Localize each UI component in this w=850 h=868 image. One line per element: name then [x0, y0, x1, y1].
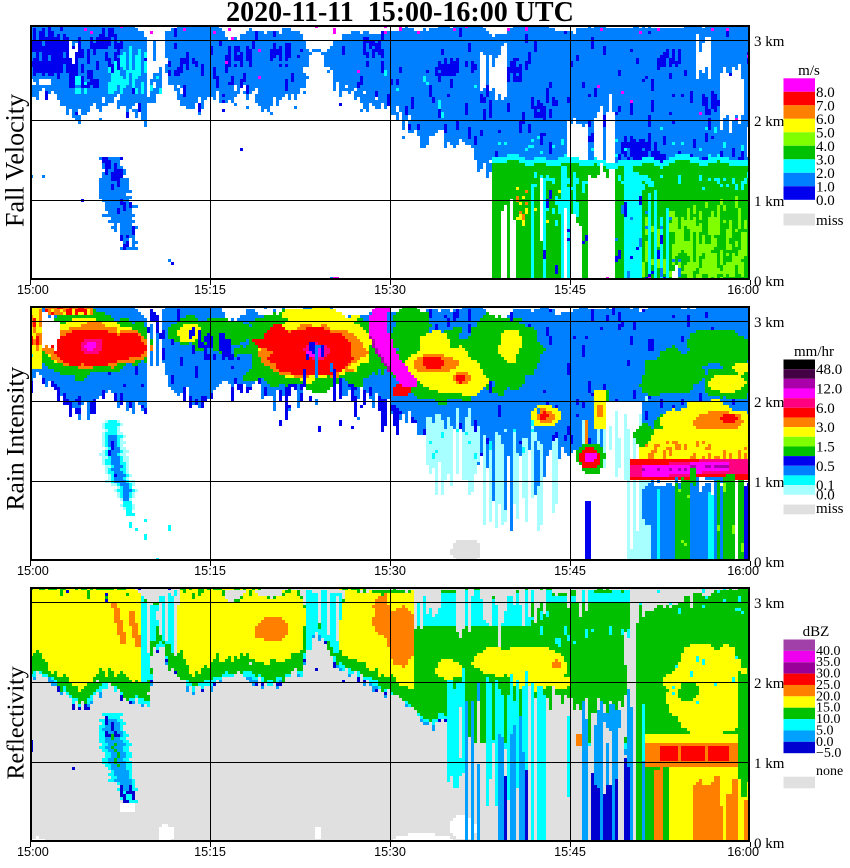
svg-text:3 km: 3 km — [754, 34, 785, 50]
svg-text:0.0: 0.0 — [816, 193, 835, 209]
svg-text:15:30: 15:30 — [374, 564, 406, 578]
svg-text:15:15: 15:15 — [194, 283, 226, 297]
svg-text:Reflectivity: Reflectivity — [4, 666, 30, 779]
svg-text:3.0: 3.0 — [816, 420, 835, 436]
svg-text:2 km: 2 km — [754, 114, 785, 130]
svg-text:5.0: 5.0 — [816, 125, 835, 141]
svg-text:16:00: 16:00 — [727, 283, 759, 297]
svg-text:6.0: 6.0 — [816, 112, 835, 128]
svg-text:15:45: 15:45 — [554, 564, 586, 578]
svg-text:Rain Intensity: Rain Intensity — [1, 366, 30, 510]
svg-text:40.0: 40.0 — [816, 644, 841, 659]
svg-text:6.0: 6.0 — [816, 401, 835, 417]
svg-text:0.0: 0.0 — [816, 488, 835, 504]
svg-text:5.0: 5.0 — [816, 724, 834, 739]
svg-text:8.0: 8.0 — [816, 85, 835, 101]
svg-text:15:45: 15:45 — [554, 283, 586, 297]
svg-text:10.0: 10.0 — [816, 712, 841, 727]
svg-text:3 km: 3 km — [754, 315, 785, 331]
svg-text:15:30: 15:30 — [374, 283, 406, 297]
svg-text:48.0: 48.0 — [816, 362, 842, 378]
svg-text:3.0: 3.0 — [816, 152, 835, 168]
svg-text:20.0: 20.0 — [816, 689, 841, 704]
svg-text:m/s: m/s — [798, 63, 820, 79]
svg-text:7.0: 7.0 — [816, 98, 835, 114]
svg-text:1 km: 1 km — [754, 475, 785, 491]
svg-text:miss: miss — [816, 501, 844, 517]
svg-text:1.0: 1.0 — [816, 179, 835, 195]
svg-text:1.5: 1.5 — [816, 439, 835, 455]
svg-text:35.0: 35.0 — [816, 655, 841, 670]
svg-text:1 km: 1 km — [754, 756, 785, 772]
svg-text:15:00: 15:00 — [17, 845, 49, 859]
svg-text:0.0: 0.0 — [816, 735, 834, 750]
svg-text:16:00: 16:00 — [727, 564, 759, 578]
svg-text:1 km: 1 km — [754, 194, 785, 210]
svg-text:15:00: 15:00 — [17, 564, 49, 578]
svg-text:15:30: 15:30 — [374, 845, 406, 859]
svg-text:Fall Velocity: Fall Velocity — [1, 94, 30, 227]
svg-text:2 km: 2 km — [754, 395, 785, 411]
svg-text:4.0: 4.0 — [816, 139, 835, 155]
svg-text:0.5: 0.5 — [816, 459, 835, 475]
svg-text:dBZ: dBZ — [803, 624, 830, 640]
svg-text:15:15: 15:15 — [194, 564, 226, 578]
svg-text:30.0: 30.0 — [816, 667, 841, 682]
svg-text:miss: miss — [816, 213, 844, 229]
svg-text:15:00: 15:00 — [17, 283, 49, 297]
svg-text:−5.0: −5.0 — [816, 746, 841, 761]
svg-text:0.1: 0.1 — [816, 478, 835, 494]
svg-text:15.0: 15.0 — [816, 701, 841, 716]
svg-text:15:45: 15:45 — [554, 845, 586, 859]
svg-text:12.0: 12.0 — [816, 382, 842, 398]
svg-text:mm/hr: mm/hr — [794, 344, 834, 360]
svg-text:15:15: 15:15 — [194, 845, 226, 859]
svg-text:25.0: 25.0 — [816, 678, 841, 693]
svg-text:0 km: 0 km — [754, 555, 785, 571]
svg-text:none: none — [816, 764, 843, 779]
svg-text:2020-11-11 15:00-16:00 UTC: 2020-11-11 15:00-16:00 UTC — [226, 0, 574, 28]
svg-text:16:00: 16:00 — [727, 845, 759, 859]
svg-text:0 km: 0 km — [754, 274, 785, 290]
svg-text:0 km: 0 km — [754, 836, 785, 852]
svg-text:2.0: 2.0 — [816, 166, 835, 182]
svg-text:2 km: 2 km — [754, 676, 785, 692]
svg-text:3 km: 3 km — [754, 596, 785, 612]
